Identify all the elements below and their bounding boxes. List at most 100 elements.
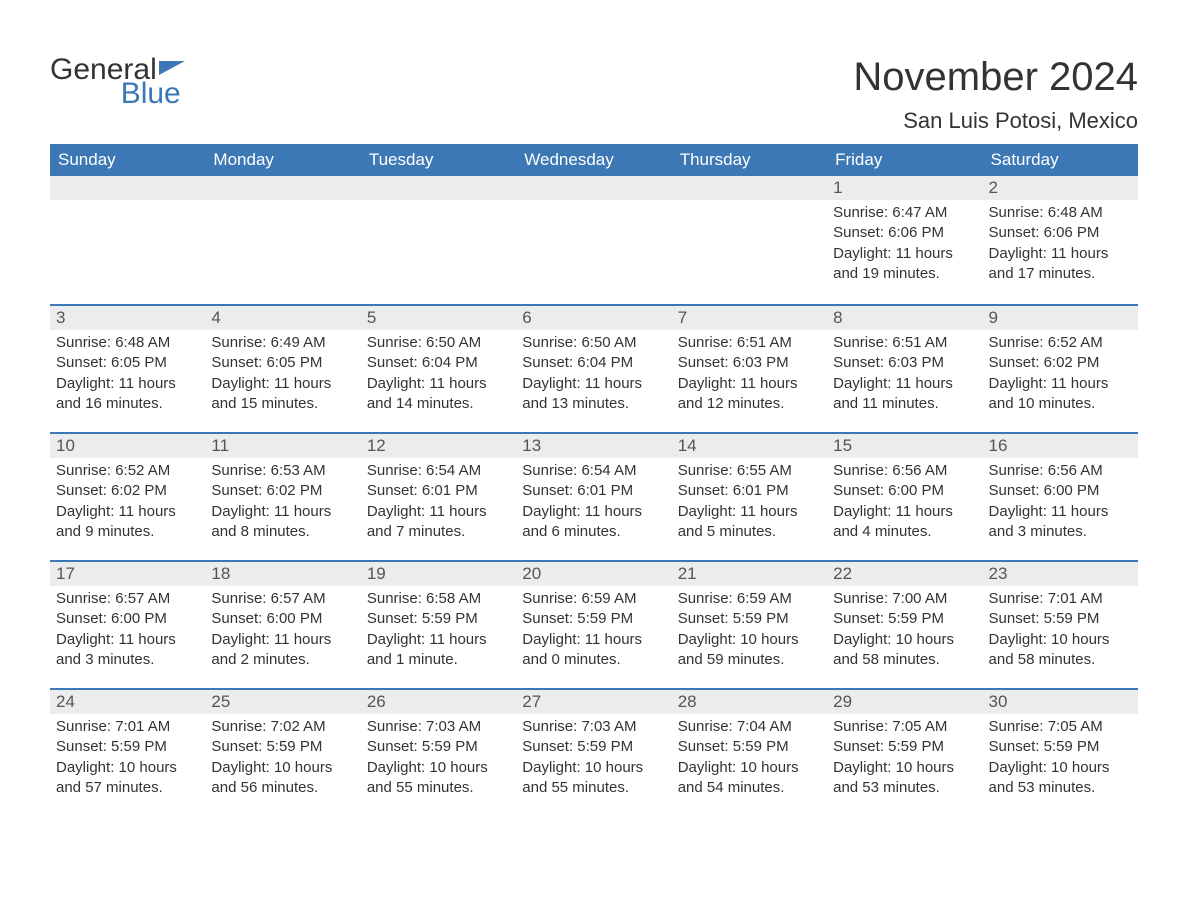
day-details: Sunrise: 7:03 AMSunset: 5:59 PMDaylight:… [361,714,516,806]
day-number: 9 [983,306,1138,330]
sunrise: Sunrise: 6:52 AM [989,333,1132,353]
sunrise: Sunrise: 6:50 AM [522,333,665,353]
calendar-day: 8Sunrise: 6:51 AMSunset: 6:03 PMDaylight… [827,306,982,432]
calendar-week: 17Sunrise: 6:57 AMSunset: 6:00 PMDayligh… [50,560,1138,688]
sunset: Sunset: 5:59 PM [678,609,821,629]
calendar-day [672,176,827,304]
calendar-week: 24Sunrise: 7:01 AMSunset: 5:59 PMDayligh… [50,688,1138,816]
calendar-day: 11Sunrise: 6:53 AMSunset: 6:02 PMDayligh… [205,434,360,560]
day-details: Sunrise: 7:05 AMSunset: 5:59 PMDaylight:… [827,714,982,806]
calendar-day: 9Sunrise: 6:52 AMSunset: 6:02 PMDaylight… [983,306,1138,432]
calendar-week: 3Sunrise: 6:48 AMSunset: 6:05 PMDaylight… [50,304,1138,432]
sunset: Sunset: 6:03 PM [833,353,976,373]
day-number [672,176,827,200]
day-number: 18 [205,562,360,586]
daylight: Daylight: 10 hours and 53 minutes. [833,758,976,799]
daylight: Daylight: 11 hours and 9 minutes. [56,502,199,543]
day-number: 8 [827,306,982,330]
sunset: Sunset: 6:06 PM [989,223,1132,243]
sunrise: Sunrise: 7:03 AM [522,717,665,737]
sunrise: Sunrise: 6:50 AM [367,333,510,353]
calendar-day: 17Sunrise: 6:57 AMSunset: 6:00 PMDayligh… [50,562,205,688]
sunrise: Sunrise: 6:55 AM [678,461,821,481]
day-number: 19 [361,562,516,586]
calendar-day: 24Sunrise: 7:01 AMSunset: 5:59 PMDayligh… [50,690,205,816]
day-number: 6 [516,306,671,330]
day-number: 29 [827,690,982,714]
day-details: Sunrise: 6:54 AMSunset: 6:01 PMDaylight:… [516,458,671,550]
dow-saturday: Saturday [983,144,1138,176]
day-details: Sunrise: 6:59 AMSunset: 5:59 PMDaylight:… [672,586,827,678]
day-details: Sunrise: 6:56 AMSunset: 6:00 PMDaylight:… [827,458,982,550]
calendar-day: 4Sunrise: 6:49 AMSunset: 6:05 PMDaylight… [205,306,360,432]
day-details: Sunrise: 6:52 AMSunset: 6:02 PMDaylight:… [50,458,205,550]
day-details: Sunrise: 6:49 AMSunset: 6:05 PMDaylight:… [205,330,360,422]
dow-friday: Friday [827,144,982,176]
daylight: Daylight: 10 hours and 53 minutes. [989,758,1132,799]
daylight: Daylight: 11 hours and 3 minutes. [989,502,1132,543]
calendar-day: 1Sunrise: 6:47 AMSunset: 6:06 PMDaylight… [827,176,982,304]
calendar-day: 22Sunrise: 7:00 AMSunset: 5:59 PMDayligh… [827,562,982,688]
day-details: Sunrise: 6:50 AMSunset: 6:04 PMDaylight:… [516,330,671,422]
sunset: Sunset: 6:00 PM [56,609,199,629]
daylight: Daylight: 11 hours and 16 minutes. [56,374,199,415]
sunset: Sunset: 6:05 PM [56,353,199,373]
calendar-day: 10Sunrise: 6:52 AMSunset: 6:02 PMDayligh… [50,434,205,560]
day-details: Sunrise: 6:51 AMSunset: 6:03 PMDaylight:… [827,330,982,422]
sunset: Sunset: 5:59 PM [211,737,354,757]
day-number: 4 [205,306,360,330]
day-number: 3 [50,306,205,330]
daylight: Daylight: 11 hours and 8 minutes. [211,502,354,543]
sunrise: Sunrise: 6:52 AM [56,461,199,481]
dow-sunday: Sunday [50,144,205,176]
daylight: Daylight: 10 hours and 57 minutes. [56,758,199,799]
day-number: 16 [983,434,1138,458]
logo-text-blue: Blue [121,77,181,110]
daylight: Daylight: 11 hours and 14 minutes. [367,374,510,415]
daylight: Daylight: 11 hours and 3 minutes. [56,630,199,671]
daylight: Daylight: 10 hours and 59 minutes. [678,630,821,671]
sunset: Sunset: 5:59 PM [678,737,821,757]
sunrise: Sunrise: 7:00 AM [833,589,976,609]
calendar-day: 13Sunrise: 6:54 AMSunset: 6:01 PMDayligh… [516,434,671,560]
calendar-day: 28Sunrise: 7:04 AMSunset: 5:59 PMDayligh… [672,690,827,816]
daylight: Daylight: 11 hours and 11 minutes. [833,374,976,415]
day-number: 10 [50,434,205,458]
day-details: Sunrise: 6:57 AMSunset: 6:00 PMDaylight:… [50,586,205,678]
day-number [50,176,205,200]
day-details: Sunrise: 7:01 AMSunset: 5:59 PMDaylight:… [50,714,205,806]
sunrise: Sunrise: 6:54 AM [522,461,665,481]
calendar-day: 3Sunrise: 6:48 AMSunset: 6:05 PMDaylight… [50,306,205,432]
sunset: Sunset: 5:59 PM [989,737,1132,757]
sunset: Sunset: 6:04 PM [367,353,510,373]
calendar-day: 6Sunrise: 6:50 AMSunset: 6:04 PMDaylight… [516,306,671,432]
calendar-day: 18Sunrise: 6:57 AMSunset: 6:00 PMDayligh… [205,562,360,688]
day-number: 17 [50,562,205,586]
day-number: 12 [361,434,516,458]
sunset: Sunset: 6:03 PM [678,353,821,373]
day-number: 27 [516,690,671,714]
sunrise: Sunrise: 7:01 AM [56,717,199,737]
sunset: Sunset: 5:59 PM [367,737,510,757]
logo: General Blue [50,55,185,109]
sunset: Sunset: 5:59 PM [367,609,510,629]
daylight: Daylight: 11 hours and 7 minutes. [367,502,510,543]
sunset: Sunset: 6:01 PM [522,481,665,501]
daylight: Daylight: 11 hours and 6 minutes. [522,502,665,543]
daylight: Daylight: 11 hours and 19 minutes. [833,244,976,285]
sunrise: Sunrise: 6:51 AM [678,333,821,353]
dow-tuesday: Tuesday [361,144,516,176]
day-details: Sunrise: 6:53 AMSunset: 6:02 PMDaylight:… [205,458,360,550]
dow-wednesday: Wednesday [516,144,671,176]
days-of-week-header: Sunday Monday Tuesday Wednesday Thursday… [50,144,1138,176]
day-number [205,176,360,200]
sunset: Sunset: 6:01 PM [367,481,510,501]
sunset: Sunset: 6:02 PM [56,481,199,501]
daylight: Daylight: 10 hours and 54 minutes. [678,758,821,799]
title-block: November 2024 San Luis Potosi, Mexico [853,55,1138,134]
day-details: Sunrise: 7:02 AMSunset: 5:59 PMDaylight:… [205,714,360,806]
sunrise: Sunrise: 6:58 AM [367,589,510,609]
day-details: Sunrise: 7:04 AMSunset: 5:59 PMDaylight:… [672,714,827,806]
sunrise: Sunrise: 7:02 AM [211,717,354,737]
day-details: Sunrise: 6:48 AMSunset: 6:06 PMDaylight:… [983,200,1138,292]
